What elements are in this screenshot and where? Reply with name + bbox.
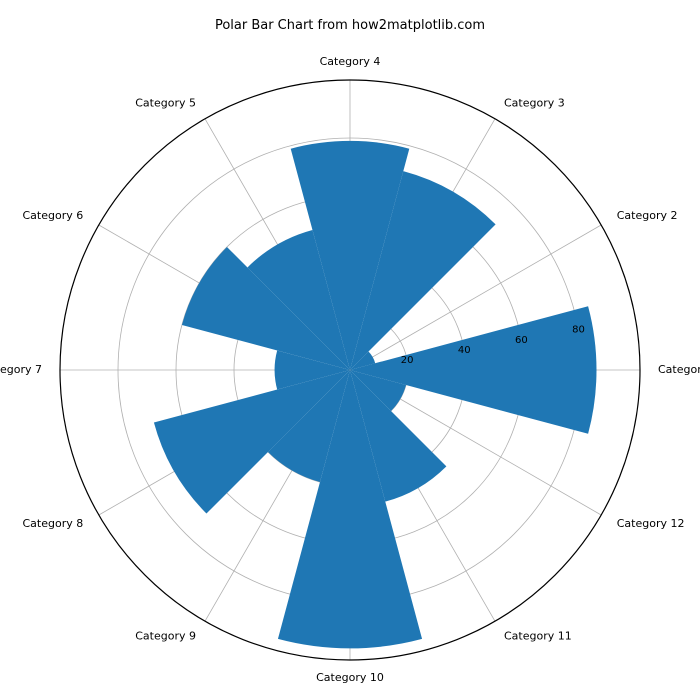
category-label: Category 7 xyxy=(0,363,42,376)
category-label: Category 2 xyxy=(617,209,678,222)
category-label: Category 10 xyxy=(316,671,384,684)
polar-bar-chart: 20 40 60 80 Category 1 Category 2 Category 3 Ca… xyxy=(0,0,700,700)
category-label: Category 3 xyxy=(504,96,565,109)
category-label: Category 8 xyxy=(23,517,84,530)
r-tick-label: 60 xyxy=(515,335,528,346)
category-label: Category 5 xyxy=(135,96,196,109)
r-tick-label: 20 xyxy=(401,355,414,366)
category-label: Category 12 xyxy=(617,517,685,530)
r-tick-label: 40 xyxy=(458,345,471,356)
category-label: Category 9 xyxy=(135,630,196,643)
category-label: Category 11 xyxy=(504,630,572,643)
category-label: Category 6 xyxy=(23,209,84,222)
category-label: Category 1 xyxy=(658,363,700,376)
r-tick-label: 80 xyxy=(572,325,585,336)
category-label: Category 4 xyxy=(320,55,381,68)
